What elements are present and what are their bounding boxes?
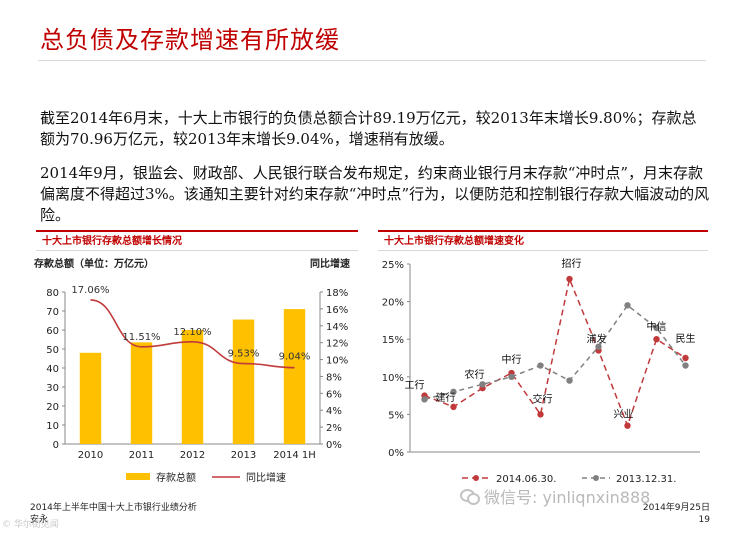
y2-tick-label: 14%	[326, 322, 348, 333]
paragraph-2-text: 2014年9月，银监会、财政部、人民银行联合发布规定，约束商业银行月末存款“冲时…	[40, 164, 710, 224]
growth-rate-label: 9.04%	[279, 352, 311, 363]
y-tick-label: 40	[46, 364, 59, 375]
bank-label: 农行	[465, 368, 485, 381]
series-2013-point	[653, 324, 660, 332]
growth-rate-line	[90, 299, 295, 369]
legend-bar-swatch	[126, 473, 150, 480]
legend-2013-label: 2013.12.31.	[616, 474, 676, 485]
deposit-growth-bar-chart: 存款总额（单位：万亿元） 同比增速 0 10 20 30 40 50 60 70 80 0% 2% 4% 6…	[34, 257, 350, 484]
deposit-bar	[283, 309, 306, 444]
right-y-axis-title: 同比增速	[310, 257, 350, 270]
bank-label: 交行	[533, 392, 553, 405]
page-title: 总负债及存款增速有所放缓	[40, 26, 340, 54]
x-tick-label: 2010	[78, 450, 103, 461]
deposit-bar	[232, 319, 255, 444]
legend-line-label: 同比增速	[246, 471, 286, 484]
watermark-text: 微信号: yinliqnxin888	[484, 488, 651, 507]
bank-label: 中信	[647, 320, 667, 333]
right-chart-title: 十大上市银行存款总额增速变化	[378, 230, 708, 251]
x-tick-label: 2011	[129, 450, 154, 461]
series-2014-point	[682, 354, 689, 362]
title-divider	[38, 60, 706, 61]
y2-tick-label: 12%	[326, 339, 348, 350]
series-2014-line	[424, 276, 686, 428]
page-number: 19	[698, 515, 710, 525]
y2-tick-label: 16%	[326, 305, 348, 316]
y2-tick-label: 8%	[326, 372, 342, 383]
bank-label: 浦发	[587, 332, 607, 345]
series-2013-point	[450, 388, 457, 396]
y2-tick-label: 6%	[326, 389, 342, 400]
deposit-bar	[79, 352, 102, 444]
y-tick-label: 10	[46, 421, 59, 432]
growth-rate-label: 17.06%	[71, 285, 109, 296]
y-tick-label: 0%	[388, 448, 404, 459]
y-tick-label: 20	[46, 402, 59, 413]
series-2013-point	[508, 373, 515, 380]
y-tick-label: 25%	[382, 260, 404, 271]
footer-left: 2014年上半年中国十大上市银行业绩分析 安永	[30, 502, 197, 526]
y2-tick-label: 4%	[326, 406, 342, 417]
y-tick-label: 10%	[382, 373, 404, 384]
y2-tick-label: 2%	[326, 423, 342, 434]
y-tick-label: 5%	[388, 410, 404, 421]
bank-label: 民生	[676, 332, 696, 345]
y-tick-label: 15%	[382, 335, 404, 346]
series-2013-point	[682, 362, 689, 369]
x-tick-label: 2013	[231, 450, 256, 461]
y-tick-label: 0	[53, 440, 59, 451]
y-tick-label: 70	[46, 307, 59, 318]
paragraph-1-text: 截至2014年6月末，十大上市银行的负债总额合计89.19万亿元，较2013年末…	[40, 109, 697, 148]
x-tick-label: 2014 1H	[273, 450, 316, 461]
legend-2014-marker	[473, 475, 479, 481]
bank-label: 工行	[405, 379, 425, 392]
y2-tick-label: 18%	[326, 288, 348, 299]
footer-right: 2014年9月25日 19	[640, 502, 710, 526]
series-2014-point	[653, 336, 660, 343]
paragraph-regulation: 2014年9月，银监会、财政部、人民银行联合发布规定，约束商业银行月末存款“冲时…	[40, 163, 710, 226]
deposit-bar	[130, 342, 153, 444]
series-2014-point	[624, 422, 631, 429]
footer-date: 2014年9月25日	[642, 503, 710, 513]
left-y-axis-title: 存款总额（单位：万亿元）	[34, 257, 154, 270]
series-2014-point	[450, 403, 457, 411]
series-2013-point	[566, 377, 573, 384]
legend-2013-marker	[593, 475, 599, 481]
y-tick-label: 60	[46, 326, 59, 337]
y-tick-label: 50	[46, 345, 59, 356]
bank-label: 建行	[436, 391, 456, 404]
series-2013-point	[479, 381, 486, 388]
series-2013-point	[595, 343, 602, 350]
series-2013-point	[624, 302, 631, 309]
growth-rate-label: 9.53%	[228, 349, 260, 360]
legend-bar-label: 存款总额	[156, 471, 196, 484]
growth-rate-label: 11.51%	[122, 332, 160, 343]
bank-label: 中行	[502, 353, 522, 366]
y-tick-label: 20%	[382, 298, 404, 309]
bottom-logo: © 华尔街见闻	[2, 520, 59, 530]
growth-rate-label: 12.10%	[173, 327, 211, 338]
paragraph-deposits: 截至2014年6月末，十大上市银行的负债总额合计89.19万亿元，较2013年末…	[40, 108, 710, 150]
y-tick-label: 80	[46, 288, 59, 299]
footer-report-title: 2014年上半年中国十大上市银行业绩分析	[30, 503, 197, 513]
left-chart-title: 十大上市银行存款总额增长情况	[36, 230, 358, 251]
x-tick-label: 2012	[180, 450, 205, 461]
y2-tick-label: 0%	[326, 440, 342, 451]
legend-2014-label: 2014.06.30.	[496, 474, 556, 485]
y2-tick-label: 10%	[326, 356, 348, 367]
bank-label: 招行	[562, 257, 582, 270]
series-2013-point	[421, 396, 428, 403]
series-2013-line	[424, 304, 687, 401]
series-2013-point	[537, 362, 544, 369]
wechat-icon	[460, 488, 480, 505]
deposit-bar	[181, 330, 204, 444]
footer-source: 安永	[30, 515, 49, 525]
bank-label: 兴业	[614, 409, 634, 421]
wechat-watermark: 微信号: yinliqnxin888	[460, 484, 650, 508]
series-2014-point	[537, 411, 544, 418]
series-2014-point	[566, 275, 573, 283]
y-tick-label: 30	[46, 383, 59, 394]
